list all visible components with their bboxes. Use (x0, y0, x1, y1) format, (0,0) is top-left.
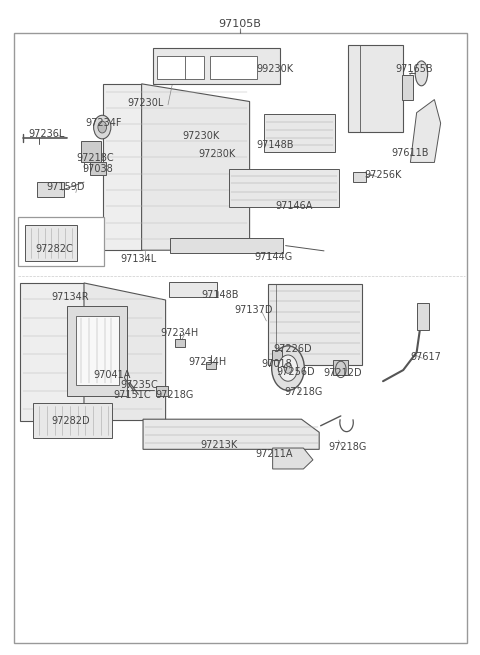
Text: 97218G: 97218G (328, 442, 367, 453)
Bar (175, 339, 185, 347)
Bar (90, 162, 106, 175)
Text: 97218G: 97218G (285, 386, 323, 397)
Text: 97218C: 97218C (76, 153, 114, 163)
Bar (33, 403, 112, 438)
Text: 97041A: 97041A (93, 370, 131, 381)
Text: 97151C: 97151C (114, 390, 151, 400)
Bar (67, 306, 127, 396)
Text: 97230K: 97230K (199, 149, 236, 159)
Bar (25, 225, 77, 261)
Text: 97213K: 97213K (200, 440, 238, 451)
Text: 97144G: 97144G (254, 252, 293, 262)
Text: 97159D: 97159D (47, 182, 85, 193)
Text: 97256D: 97256D (276, 367, 314, 377)
Polygon shape (273, 448, 313, 469)
Circle shape (272, 346, 304, 390)
Bar (353, 172, 366, 182)
Text: 97617: 97617 (411, 352, 442, 362)
Text: 97282D: 97282D (51, 416, 90, 426)
Text: 97146A: 97146A (276, 200, 313, 211)
Text: 97137D: 97137D (234, 305, 273, 315)
Text: 97148B: 97148B (201, 290, 239, 300)
Text: 97256K: 97256K (364, 170, 402, 180)
Text: 97226D: 97226D (274, 344, 312, 354)
Text: 97018: 97018 (262, 358, 292, 369)
Bar (170, 238, 283, 253)
Polygon shape (143, 419, 319, 449)
Text: 97234H: 97234H (160, 328, 198, 338)
Text: 99230K: 99230K (256, 64, 293, 74)
Text: 97234F: 97234F (85, 118, 121, 128)
Bar (402, 75, 413, 100)
Bar (333, 360, 348, 375)
Polygon shape (268, 284, 362, 365)
Text: 97230K: 97230K (182, 130, 219, 141)
Polygon shape (20, 283, 84, 421)
Bar (264, 114, 335, 152)
Bar (76, 316, 119, 385)
Bar (81, 141, 101, 162)
Text: 97234H: 97234H (189, 357, 227, 367)
Polygon shape (410, 100, 441, 162)
Text: 97218G: 97218G (155, 390, 193, 400)
Circle shape (284, 363, 292, 373)
Bar (157, 56, 204, 79)
Bar (229, 169, 339, 207)
Text: 97211A: 97211A (256, 449, 293, 459)
Bar (18, 217, 104, 266)
Bar (37, 182, 64, 196)
Circle shape (278, 355, 298, 381)
Text: 97611B: 97611B (391, 147, 429, 158)
Circle shape (98, 121, 107, 133)
Text: 97134R: 97134R (52, 291, 89, 302)
Polygon shape (142, 84, 250, 250)
Bar (153, 48, 280, 84)
Text: 97235C: 97235C (121, 380, 158, 390)
Circle shape (94, 115, 111, 139)
Text: 97148B: 97148B (256, 140, 294, 151)
Polygon shape (84, 283, 166, 421)
Bar (210, 56, 257, 79)
Bar (169, 282, 217, 297)
Bar (272, 350, 282, 360)
Bar (92, 360, 106, 375)
Polygon shape (103, 84, 142, 250)
Text: 97134L: 97134L (120, 254, 156, 265)
Bar (156, 386, 168, 396)
Text: 97105B: 97105B (218, 19, 262, 29)
Text: 97038: 97038 (82, 164, 113, 174)
Text: 97282C: 97282C (36, 244, 73, 254)
Ellipse shape (415, 61, 428, 86)
Text: 97236L: 97236L (28, 129, 65, 140)
Bar (206, 362, 216, 369)
Bar (417, 303, 429, 330)
Text: 97230L: 97230L (127, 98, 164, 108)
Text: 97165B: 97165B (396, 64, 433, 74)
Polygon shape (348, 45, 403, 132)
Text: 97212D: 97212D (323, 368, 361, 379)
